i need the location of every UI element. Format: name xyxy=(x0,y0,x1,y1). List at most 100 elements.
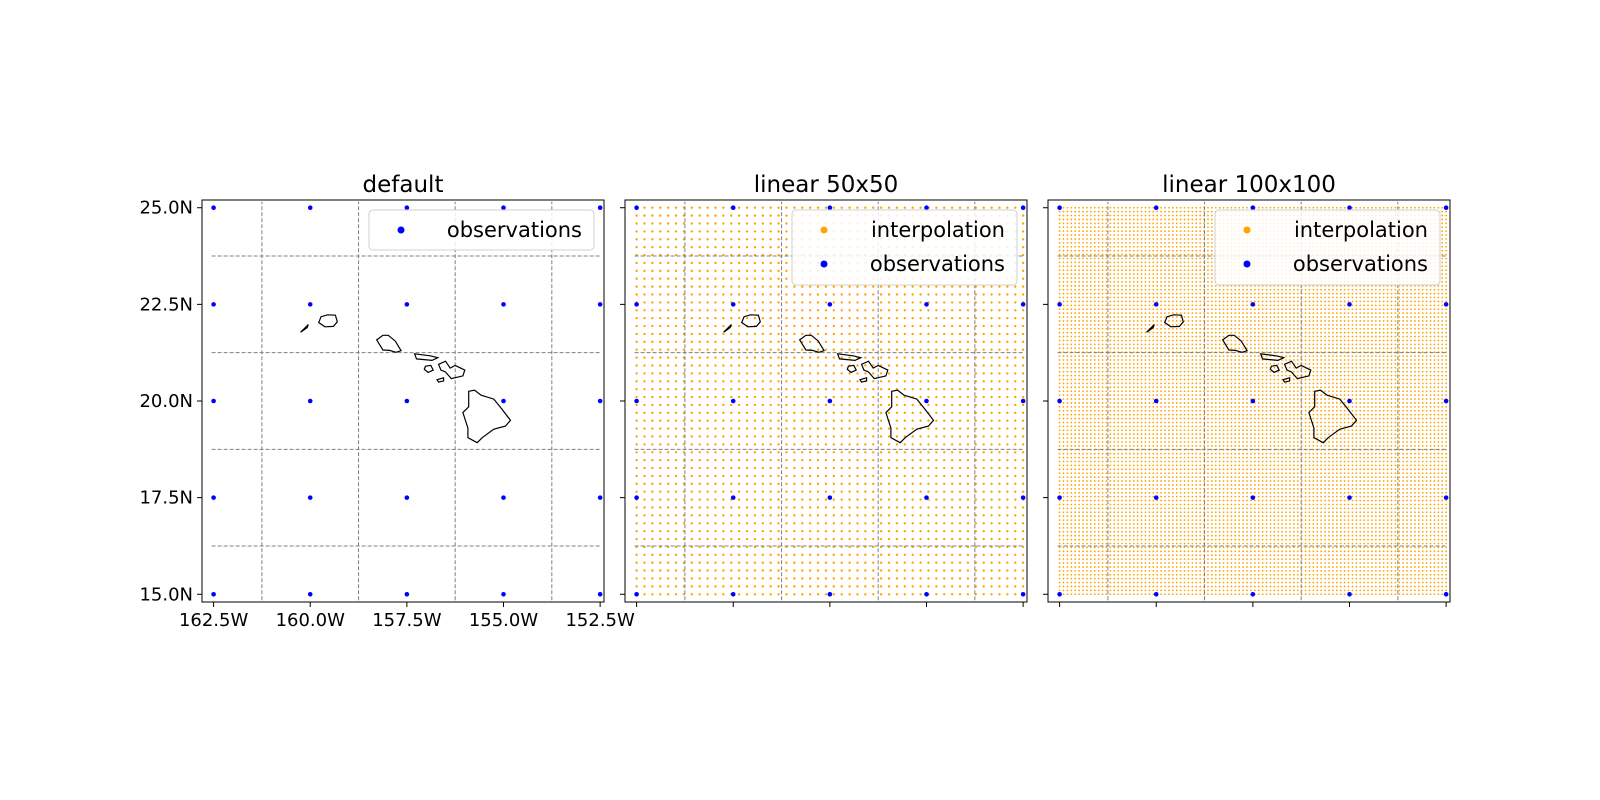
interpolation-point xyxy=(1097,569,1100,572)
interpolation-point xyxy=(1125,546,1127,549)
interpolation-point xyxy=(1101,374,1104,377)
interpolation-point xyxy=(1125,339,1127,342)
interpolation-point xyxy=(730,403,733,407)
interpolation-point xyxy=(793,285,796,288)
interpolation-point xyxy=(1117,347,1120,350)
interpolation-point xyxy=(950,537,954,541)
interpolation-point xyxy=(1140,214,1143,217)
interpolation-point xyxy=(1113,569,1116,572)
interpolation-point xyxy=(1121,374,1123,377)
interpolation-point xyxy=(1066,245,1069,248)
interpolation-point xyxy=(1132,515,1135,518)
interpolation-point xyxy=(1105,374,1108,377)
interpolation-point xyxy=(990,403,993,407)
interpolation-point xyxy=(911,593,914,596)
interpolation-point xyxy=(690,387,694,391)
interpolation-point xyxy=(1109,316,1112,318)
interpolation-point xyxy=(714,348,717,351)
interpolation-point xyxy=(1144,300,1147,303)
interpolation-point xyxy=(1058,519,1061,521)
interpolation-point xyxy=(840,293,843,296)
interpolation-point xyxy=(1117,230,1120,233)
interpolation-point xyxy=(1109,253,1112,256)
interpolation-point xyxy=(1148,425,1151,428)
interpolation-point xyxy=(950,427,954,430)
interpolation-point xyxy=(1006,340,1009,344)
interpolation-point xyxy=(1021,316,1025,320)
interpolation-point xyxy=(927,348,930,351)
interpolation-point xyxy=(1086,405,1088,408)
interpolation-point xyxy=(1066,405,1069,408)
interpolation-point xyxy=(643,356,646,359)
interpolation-point xyxy=(714,561,717,564)
interpolation-point xyxy=(935,553,938,557)
interpolation-point xyxy=(1062,569,1065,572)
interpolation-point xyxy=(1082,269,1084,272)
interpolation-point xyxy=(1066,445,1069,447)
interpolation-point xyxy=(1097,441,1100,443)
interpolation-point xyxy=(895,451,899,454)
interpolation-point xyxy=(895,340,899,344)
interpolation-point xyxy=(793,293,796,296)
interpolation-point xyxy=(1128,519,1131,521)
interpolation-point xyxy=(1140,413,1143,416)
interpolation-point xyxy=(1058,472,1061,475)
interpolation-point xyxy=(785,593,788,596)
interpolation-point xyxy=(1109,577,1112,580)
interpolation-point xyxy=(1070,269,1073,272)
interpolation-point xyxy=(982,309,985,312)
interpolation-point xyxy=(950,569,954,572)
interpolation-point xyxy=(1113,398,1116,400)
interpolation-point xyxy=(1074,538,1077,541)
interpolation-point xyxy=(651,301,654,304)
interpolation-point xyxy=(1148,441,1151,443)
interpolation-point xyxy=(1121,238,1123,240)
interpolation-point xyxy=(1132,378,1135,381)
interpolation-point xyxy=(919,569,922,572)
interpolation-point xyxy=(879,585,883,588)
interpolation-point xyxy=(1093,292,1096,295)
interpolation-point xyxy=(1078,257,1081,260)
interpolation-point xyxy=(730,332,733,336)
interpolation-point xyxy=(1097,581,1100,584)
interpolation-point xyxy=(1014,451,1017,454)
interpolation-point xyxy=(1058,331,1061,334)
interpolation-point xyxy=(737,419,741,422)
interpolation-point xyxy=(777,285,780,288)
interpolation-point xyxy=(872,301,875,304)
interpolation-point xyxy=(1117,554,1120,557)
interpolation-point xyxy=(848,545,851,549)
interpolation-point xyxy=(1014,309,1017,312)
interpolation-point xyxy=(879,372,883,375)
interpolation-point xyxy=(1062,339,1065,342)
interpolation-point xyxy=(1113,585,1116,588)
interpolation-point xyxy=(737,427,741,430)
interpolation-point xyxy=(1066,265,1069,268)
interpolation-point xyxy=(816,474,820,478)
interpolation-point xyxy=(698,332,701,336)
interpolation-point xyxy=(1144,273,1147,276)
interpolation-point xyxy=(832,537,836,541)
interpolation-point xyxy=(1070,526,1073,529)
interpolation-point xyxy=(832,577,836,580)
interpolation-point xyxy=(1066,569,1069,572)
interpolation-point xyxy=(1074,476,1077,479)
interpolation-point xyxy=(1109,331,1112,334)
interpolation-point xyxy=(753,451,757,454)
interpolation-point xyxy=(761,553,765,557)
interpolation-point xyxy=(1097,292,1100,295)
interpolation-point xyxy=(1070,405,1073,408)
interpolation-point xyxy=(1109,448,1112,451)
observation-point xyxy=(307,398,313,404)
interpolation-point xyxy=(1109,363,1112,365)
interpolation-point xyxy=(1078,472,1081,475)
interpolation-point xyxy=(1144,441,1147,443)
interpolation-point xyxy=(745,403,749,407)
interpolation-point xyxy=(848,372,851,375)
interpolation-point xyxy=(1140,331,1143,334)
interpolation-point xyxy=(958,451,962,454)
interpolation-point xyxy=(635,269,638,273)
interpolation-point xyxy=(1125,238,1127,240)
interpolation-point xyxy=(1125,542,1127,545)
interpolation-point xyxy=(674,577,678,580)
